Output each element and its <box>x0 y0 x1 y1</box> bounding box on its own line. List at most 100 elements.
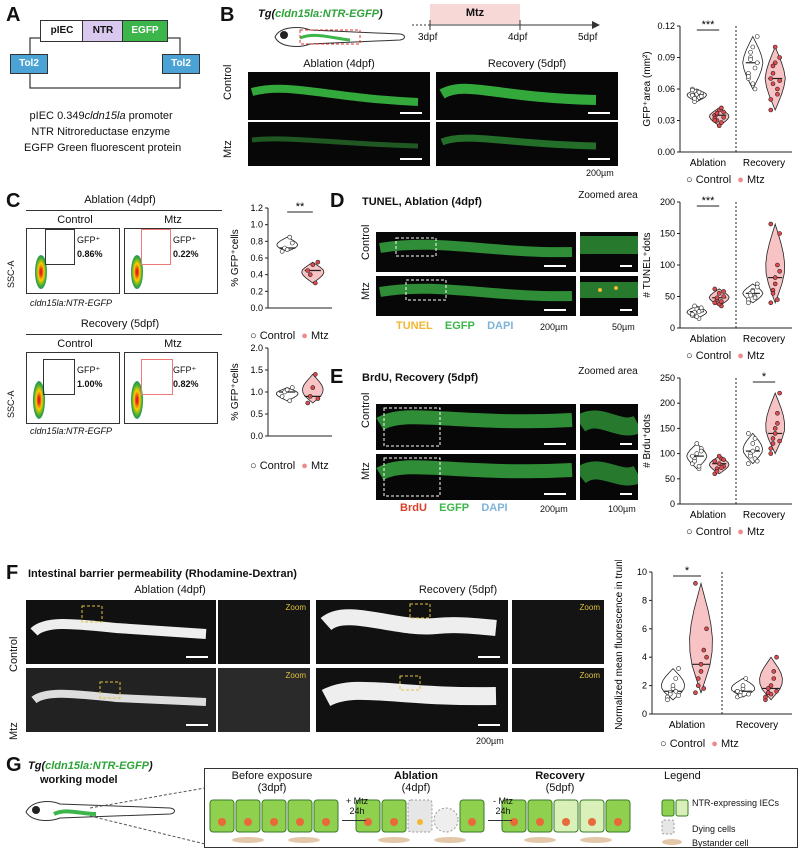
g-title-prefix: Tg( <box>28 760 46 772</box>
g-stage-recovery: Recovery (5dpf) <box>500 770 620 794</box>
c-bottom-xlabel: cldn15la:NTR-EGFP <box>30 426 113 436</box>
d-image-mtz <box>376 276 576 316</box>
y-tick-label: 0.4 <box>250 270 263 280</box>
arrow2-top: - Mtz <box>493 796 513 806</box>
stain-brdu: BrdU <box>400 502 427 514</box>
data-point <box>315 396 321 401</box>
data-point <box>310 385 316 390</box>
scale-bar <box>400 158 422 160</box>
data-point <box>701 647 707 653</box>
data-point <box>775 86 780 92</box>
tick-3dpf: 3dpf <box>418 32 438 43</box>
data-point <box>768 451 774 456</box>
data-point <box>313 372 318 377</box>
data-point <box>698 305 704 311</box>
d-row-mtz: Mtz <box>360 282 372 300</box>
b-image-control-ablation <box>248 72 430 120</box>
facs-density <box>131 381 143 419</box>
d-scale1: 200µm <box>540 322 568 332</box>
stain-dapi: DAPI <box>487 320 514 332</box>
y-tick-label: 100 <box>660 449 675 459</box>
tick-5dpf: 5dpf <box>578 32 598 43</box>
scale-bar <box>544 309 566 311</box>
y-tick-label: 0 <box>670 323 675 333</box>
f-col-recovery: Recovery (5dpf) <box>418 584 498 596</box>
data-point <box>763 694 768 700</box>
data-point <box>770 291 776 296</box>
data-point <box>737 693 743 698</box>
data-point <box>696 309 702 314</box>
legend-abbr: EGFP <box>24 142 54 154</box>
data-point <box>714 295 720 301</box>
chart-c-top: % GFP⁺cells 0.0 0.2 0.4 0.6 0.8 1.0 1.2 ** <box>230 201 332 313</box>
line-suffix: ) <box>379 8 383 20</box>
e-image-mtz <box>376 454 576 500</box>
data-point <box>774 654 779 660</box>
data-point <box>696 463 702 469</box>
stage-title: Before exposure <box>231 770 313 782</box>
data-point <box>701 686 707 691</box>
data-point <box>750 441 756 446</box>
data-point <box>696 89 702 95</box>
facs-gate <box>141 359 173 395</box>
data-point <box>752 295 758 301</box>
chart-b: GFP⁺area (mm²) 0.00 0.03 0.06 0.09 0.12 Ablati… <box>642 19 792 169</box>
data-point <box>694 441 700 446</box>
g-title: Tg(cldn15la:NTR-EGFP) <box>28 760 153 772</box>
stain-egfp: EGFP <box>439 502 470 514</box>
data-point <box>770 63 776 69</box>
data-point <box>716 123 722 129</box>
data-point <box>771 669 777 674</box>
data-point <box>772 281 778 287</box>
c-top-ylabel: SSC-A <box>6 260 16 288</box>
legend-control: ○ Control <box>686 350 732 362</box>
data-point <box>772 60 778 66</box>
g-legend-dying: Dying cells <box>692 824 736 834</box>
c-bottom-title: Recovery (5dpf) <box>80 318 160 330</box>
data-point <box>752 86 758 92</box>
y-tick-label: 2 <box>642 681 647 691</box>
y-tick-label: 200 <box>660 197 675 207</box>
b-image-mtz-recovery <box>436 122 618 166</box>
data-point <box>754 60 760 66</box>
zoom-label: Zoom <box>579 671 600 680</box>
f-image-mtz-ablation <box>26 668 216 732</box>
f-image-mtz-recovery <box>316 668 508 732</box>
g-model-box <box>204 768 798 848</box>
scale-bar <box>478 724 500 726</box>
data-point <box>676 666 681 671</box>
y-tick-label: 50 <box>665 474 675 484</box>
violin-mtz <box>301 261 325 284</box>
data-point <box>770 70 776 76</box>
arrow2-icon <box>488 820 512 821</box>
e-zoom-mtz <box>580 454 638 500</box>
b-col-recovery: Recovery (5dpf) <box>487 58 567 70</box>
data-point <box>721 294 726 299</box>
data-point <box>746 461 751 466</box>
d-zoom-title: Zoomed area <box>578 190 638 201</box>
scale-bar <box>544 493 566 495</box>
violin-control <box>742 432 763 465</box>
g-legend-bystander: Bystander cell <box>692 838 749 848</box>
c-bottom-rule <box>26 334 222 335</box>
promoter-box: pIEC <box>40 20 84 42</box>
data-point <box>693 581 698 586</box>
data-point <box>750 289 756 294</box>
y-tick-label: 250 <box>660 373 675 383</box>
y-tick-label: 1.5 <box>250 365 263 375</box>
y-tick-label: 0.00 <box>657 147 675 157</box>
y-axis-label: # TUNEL⁺dots <box>642 232 653 297</box>
legend-mtz: ● Mtz <box>711 738 739 750</box>
data-point <box>712 286 718 292</box>
f-col-ablation: Ablation (4dpf) <box>134 584 206 596</box>
tol2-right-box: Tol2 <box>162 54 200 74</box>
g-title-suffix: ) <box>149 760 153 772</box>
arrow2-bottom: 24h <box>495 806 511 816</box>
y-axis-label: % GFP⁺cells <box>230 229 241 287</box>
data-point <box>716 291 722 296</box>
stage-title: Ablation <box>394 770 438 782</box>
e-row-control: Control <box>360 392 372 428</box>
data-point <box>289 240 295 246</box>
data-point <box>721 457 726 462</box>
scale-bar <box>620 443 632 445</box>
